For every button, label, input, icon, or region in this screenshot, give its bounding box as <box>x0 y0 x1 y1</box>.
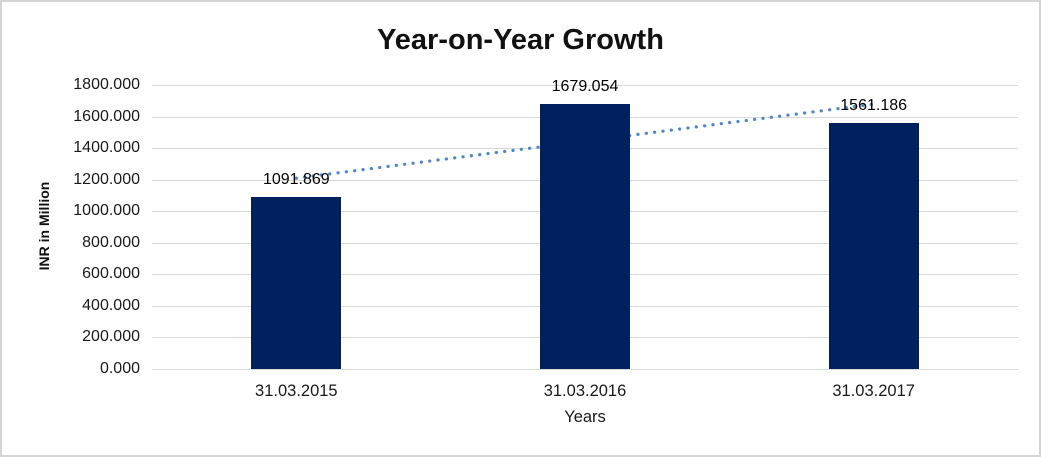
y-tick-label: 400.000 <box>82 296 140 314</box>
x-tick-label: 31.03.2016 <box>543 382 627 400</box>
x-tick-label: 31.03.2015 <box>255 382 338 400</box>
x-axis-title: Years <box>564 408 606 426</box>
bar <box>540 104 630 369</box>
y-tick-label: 800.000 <box>82 233 140 251</box>
chart-title: Year-on-Year Growth <box>377 24 664 56</box>
y-tick-label: 600.000 <box>82 265 140 283</box>
bar-value-label: 1091.869 <box>262 170 330 188</box>
gridline <box>152 369 1018 370</box>
y-tick-label: 1000.000 <box>73 202 140 220</box>
y-tick-label: 1800.000 <box>73 76 140 93</box>
bar <box>828 122 919 369</box>
bar-value-label: 1679.054 <box>551 78 619 96</box>
y-tick-label: 200.000 <box>82 328 140 346</box>
x-tick-label: 31.03.2017 <box>832 382 915 400</box>
bar-value-label: 1561.186 <box>840 96 908 114</box>
y-tick-label: 1600.000 <box>73 107 140 125</box>
y-tick-label: 0.000 <box>99 360 140 377</box>
gridline <box>152 85 1018 86</box>
y-tick-label: 1200.000 <box>73 170 140 188</box>
bar <box>251 196 342 369</box>
y-tick-label: 1400.000 <box>73 139 140 157</box>
